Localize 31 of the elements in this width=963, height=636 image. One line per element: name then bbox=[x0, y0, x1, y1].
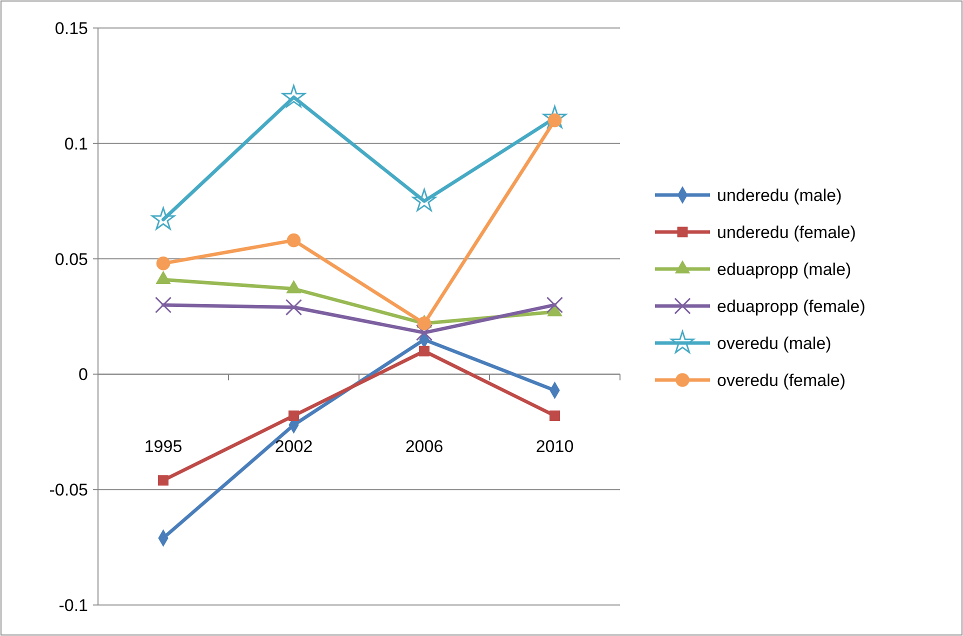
x-tick-label: 2002 bbox=[274, 437, 313, 456]
legend-label: eduapropp (female) bbox=[717, 296, 866, 316]
y-tick-label: 0 bbox=[78, 365, 88, 384]
point bbox=[152, 207, 175, 230]
point bbox=[417, 316, 432, 330]
y-tick-label: 0.1 bbox=[64, 134, 88, 154]
legend-label: underedu (female) bbox=[717, 222, 856, 242]
y-tick-label: 0.15 bbox=[54, 18, 88, 38]
y-tick-label: 0.05 bbox=[54, 250, 88, 269]
y-tick-label: -0.05 bbox=[49, 480, 88, 500]
point bbox=[282, 84, 306, 108]
point bbox=[154, 296, 172, 314]
y-tick-label: -0.1 bbox=[58, 596, 88, 615]
x-tick-label: 2010 bbox=[536, 437, 574, 456]
legend-label: underedu (male) bbox=[717, 186, 842, 205]
point bbox=[550, 410, 560, 421]
point bbox=[286, 233, 301, 248]
x-tick-label: 1995 bbox=[144, 437, 182, 456]
legend-label: overedu (male) bbox=[717, 334, 832, 353]
point bbox=[288, 410, 299, 421]
legend-label: eduapropp (male) bbox=[717, 260, 852, 279]
point bbox=[412, 188, 436, 212]
legend-label: overedu (female) bbox=[717, 370, 846, 390]
point bbox=[416, 324, 433, 341]
point bbox=[419, 346, 430, 356]
point bbox=[285, 298, 302, 316]
point bbox=[546, 296, 564, 314]
x-tick-label: 2006 bbox=[405, 437, 444, 456]
point bbox=[158, 475, 168, 486]
point bbox=[156, 256, 170, 270]
point bbox=[543, 106, 566, 128]
